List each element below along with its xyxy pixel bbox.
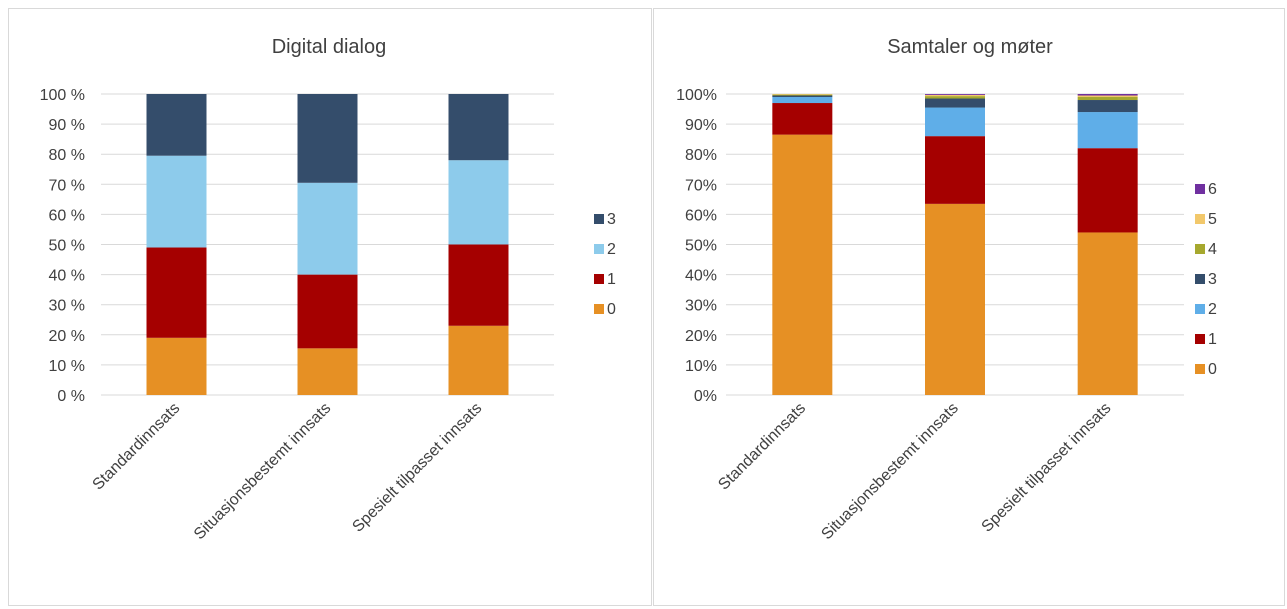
x-category-label: Spesielt tilpasset innsats <box>349 400 485 536</box>
bar-segment-3 <box>297 94 358 183</box>
bar-segment-1 <box>297 274 358 349</box>
bar-segment-0 <box>1077 232 1138 395</box>
y-tick-label: 0% <box>694 388 717 405</box>
x-category-label: Standardinnsats <box>90 400 184 494</box>
bar-segment-0 <box>448 325 509 395</box>
y-tick-label: 40% <box>685 268 717 285</box>
bar-segment-0 <box>925 203 985 395</box>
x-category-label: Standardinnsats <box>715 400 809 494</box>
y-tick-label: 60 % <box>49 207 85 224</box>
chart-panel-samtaler-og-moter: Samtaler og møter 0% 10% 20% 30% 40% 50% 60% 70… <box>653 8 1285 606</box>
chart-title: Samtaler og møter <box>887 36 1053 58</box>
chart-digital-dialog: Digital dialog 0 % 10 % 20 % 30 % 40 % 50 % 60… <box>40 36 616 543</box>
y-tick-label: 50 % <box>49 238 85 255</box>
legend-label: 3 <box>607 211 616 228</box>
y-tick-label: 60% <box>685 207 717 224</box>
legend-swatch-2 <box>1195 304 1205 314</box>
legend-label: 2 <box>607 241 616 258</box>
bar-segment-2 <box>1077 112 1138 149</box>
y-tick-label: 20 % <box>49 328 85 345</box>
legend-swatch-0 <box>1195 364 1205 374</box>
bar-segment-1 <box>1077 148 1138 233</box>
chart-samtaler-og-moter: Samtaler og møter 0% 10% 20% 30% 40% 50% 60% 70… <box>676 36 1217 543</box>
legend-swatch-1 <box>594 274 604 284</box>
y-tick-label: 90 % <box>49 117 85 134</box>
legend-label: 0 <box>607 301 616 318</box>
bar-segment-3 <box>925 98 985 108</box>
y-tick-label: 40 % <box>49 268 85 285</box>
bar-segment-2 <box>448 160 509 245</box>
y-tick-label: 80 % <box>49 147 85 164</box>
legend-label: 1 <box>607 271 616 288</box>
bar-segment-1 <box>772 103 833 135</box>
y-tick-label: 30% <box>685 298 717 315</box>
y-tick-label: 100% <box>676 87 717 104</box>
bar-segment-3 <box>1077 100 1138 113</box>
bar-segment-3 <box>448 94 509 161</box>
legend-swatch-3 <box>1195 274 1205 284</box>
chart-panel-digital-dialog: Digital dialog 0 % 10 % 20 % 30 % 40 % 50 % 60… <box>8 8 652 606</box>
y-tick-label: 30 % <box>49 298 85 315</box>
legend-label: 0 <box>1208 361 1217 378</box>
legend-label: 5 <box>1208 211 1217 228</box>
y-tick-label: 80% <box>685 147 717 164</box>
legend-swatch-4 <box>1195 244 1205 254</box>
x-category-label: Spesielt tilpasset innsats <box>979 400 1115 536</box>
bar-segment-6 <box>925 94 985 95</box>
bar-segment-1 <box>146 247 207 338</box>
legend-label: 1 <box>1208 331 1217 348</box>
chart-title: Digital dialog <box>272 36 387 58</box>
y-tick-label: 0 % <box>57 388 85 405</box>
legend-label: 2 <box>1208 301 1217 318</box>
bar-segment-3 <box>772 95 833 98</box>
bar-segment-2 <box>925 107 985 137</box>
legend-swatch-6 <box>1195 184 1205 194</box>
bar-segment-4 <box>1077 97 1138 101</box>
bar-segment-5 <box>925 94 985 97</box>
bar-segment-5 <box>772 94 833 95</box>
bar-segment-1 <box>448 244 509 326</box>
bar-segment-3 <box>146 94 207 156</box>
y-tick-label: 50% <box>685 238 717 255</box>
bar-segment-5 <box>1077 95 1138 98</box>
y-tick-label: 90% <box>685 117 717 134</box>
y-tick-label: 70% <box>685 177 717 194</box>
bar-segment-0 <box>297 348 358 395</box>
y-tick-label: 10% <box>685 358 717 375</box>
legend-swatch-2 <box>594 244 604 254</box>
bar-segment-4 <box>925 96 985 99</box>
bar-segment-1 <box>925 136 985 204</box>
bar-segment-4 <box>772 94 833 96</box>
y-tick-label: 100 % <box>40 87 85 104</box>
legend-label: 4 <box>1208 241 1217 258</box>
bar-segment-6 <box>1077 94 1138 96</box>
legend-swatch-5 <box>1195 214 1205 224</box>
y-tick-label: 20% <box>685 328 717 345</box>
legend-label: 3 <box>1208 271 1217 288</box>
legend-swatch-3 <box>594 214 604 224</box>
bar-segment-2 <box>772 97 833 104</box>
legend-swatch-1 <box>1195 334 1205 344</box>
bar-segment-2 <box>146 155 207 248</box>
bar-segment-0 <box>772 134 833 395</box>
y-tick-label: 10 % <box>49 358 85 375</box>
bar-segment-2 <box>297 182 358 275</box>
x-category-label: Situasjonsbestemt innsats <box>818 400 961 543</box>
y-tick-label: 70 % <box>49 177 85 194</box>
x-category-label: Situasjonsbestemt innsats <box>191 400 334 543</box>
legend-label: 6 <box>1208 181 1217 198</box>
legend-swatch-0 <box>594 304 604 314</box>
bar-segment-0 <box>146 337 207 395</box>
